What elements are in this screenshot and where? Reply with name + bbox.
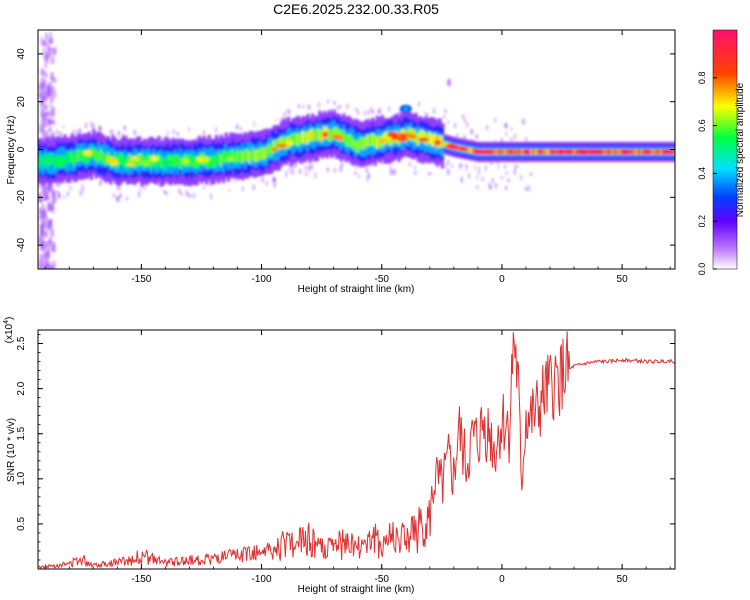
figure-title: C2E6.2025.232.00.33.R05	[273, 1, 439, 17]
snr-y-tick-label-2: 1.5	[16, 426, 27, 440]
top-x-axis: -150 -100 -50 0 50	[44, 30, 671, 285]
snr-y-tick-label-4: 2.5	[16, 336, 27, 350]
top-x-axis-label: Height of straight line (km)	[298, 284, 415, 295]
snr-frame	[37, 329, 676, 570]
snr-y-tick-label-0: 0.5	[16, 517, 27, 531]
colorbar-ticks: 0.0 0.2 0.4 0.6 0.8	[697, 72, 717, 276]
spectrogram-panel: -150 -100 -50 0 50 -40 -20 0 20 40 Height of str…	[6, 29, 676, 295]
bottom-y-axis-label: SNR (10 * v/v)	[6, 418, 17, 482]
colorbar: 0.0 0.2 0.4 0.6 0.8 Normalized spectral ampl…	[697, 29, 746, 276]
y-tick-label-4: 40	[16, 48, 27, 60]
x-tick-label-3: 0	[499, 574, 505, 585]
colorbar-tick-label-3: 0.6	[697, 119, 707, 132]
y-tick-label-3: 20	[16, 96, 27, 108]
colorbar-tick-label-2: 0.4	[697, 167, 707, 180]
x-tick-label-1: -100	[252, 574, 272, 585]
top-y-axis: -40 -20 0 20 40	[16, 48, 675, 252]
colorbar-gradient	[712, 29, 738, 270]
top-y-axis-label: Frequency (Hz)	[6, 116, 17, 185]
bottom-x-axis-label: Height of straight line (km)	[298, 584, 415, 595]
x-tick-label-1: -100	[252, 274, 272, 285]
y-tick-label-0: -40	[16, 237, 27, 252]
snr-y-tick-label-3: 2.0	[16, 381, 27, 395]
y-tick-label-1: -20	[16, 190, 27, 205]
snr-y-tick-label-1: 1.0	[16, 471, 27, 485]
x-tick-label-4: 50	[617, 274, 629, 285]
colorbar-label: Normalized spectral amplitude	[735, 82, 746, 217]
spectrogram-cells	[38, 32, 675, 269]
x-tick-label-0: -150	[131, 274, 151, 285]
x-tick-label-4: 50	[617, 574, 629, 585]
snr-series-line	[38, 331, 675, 569]
bottom-y-scale-label: (x104)	[3, 317, 15, 344]
bottom-y-axis: 0.5 1.0 1.5 2.0 2.5	[16, 334, 675, 561]
snr-panel: -150 -100 -50 0 50 0.5 1.0 1.5 2.0 2.5 Height of…	[3, 317, 676, 595]
y-tick-label-2: 0	[16, 146, 27, 152]
colorbar-tick-label-1: 0.2	[697, 215, 707, 228]
x-tick-label-2: -50	[375, 274, 390, 285]
colorbar-tick-label-4: 0.8	[697, 72, 707, 85]
spectrogram-heatmap	[38, 32, 675, 269]
x-tick-label-3: 0	[499, 274, 505, 285]
x-tick-label-2: -50	[375, 574, 390, 585]
colorbar-tick-label-0: 0.0	[697, 263, 707, 276]
x-tick-label-0: -150	[131, 574, 151, 585]
bottom-x-axis: -150 -100 -50 0 50	[44, 330, 671, 585]
